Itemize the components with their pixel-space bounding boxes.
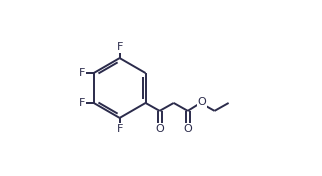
Text: O: O [184, 124, 192, 134]
Text: F: F [79, 98, 85, 108]
Text: F: F [117, 124, 123, 134]
Text: O: O [155, 124, 164, 134]
Text: F: F [79, 68, 85, 78]
Text: F: F [117, 42, 123, 52]
Text: O: O [197, 97, 206, 107]
